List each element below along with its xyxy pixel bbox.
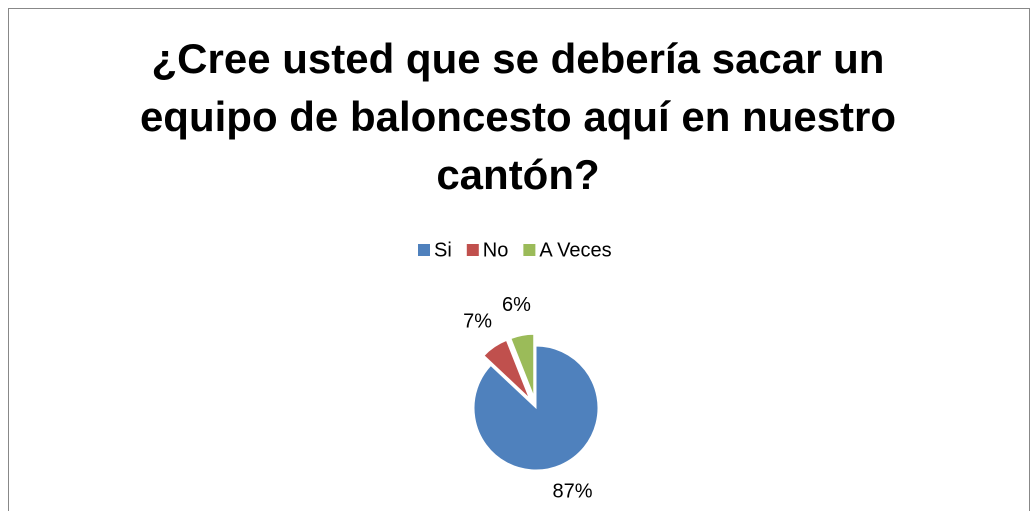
chart-border [8,8,1030,511]
chart-title: ¿Cree usted que se debería sacar un equi… [139,35,897,198]
legend-label: A Veces [539,239,611,261]
legend-label: Si [434,239,452,261]
legend-swatch [523,244,536,256]
data-label: 7% [463,310,492,332]
data-label: 87% [553,481,593,503]
legend-swatch [466,244,479,256]
legend-label: No [483,239,509,261]
pie-slice [483,339,530,399]
legend-swatch [418,244,430,256]
pie-slice [473,345,599,471]
data-label: 6% [502,294,531,316]
pie-slice [510,333,535,397]
